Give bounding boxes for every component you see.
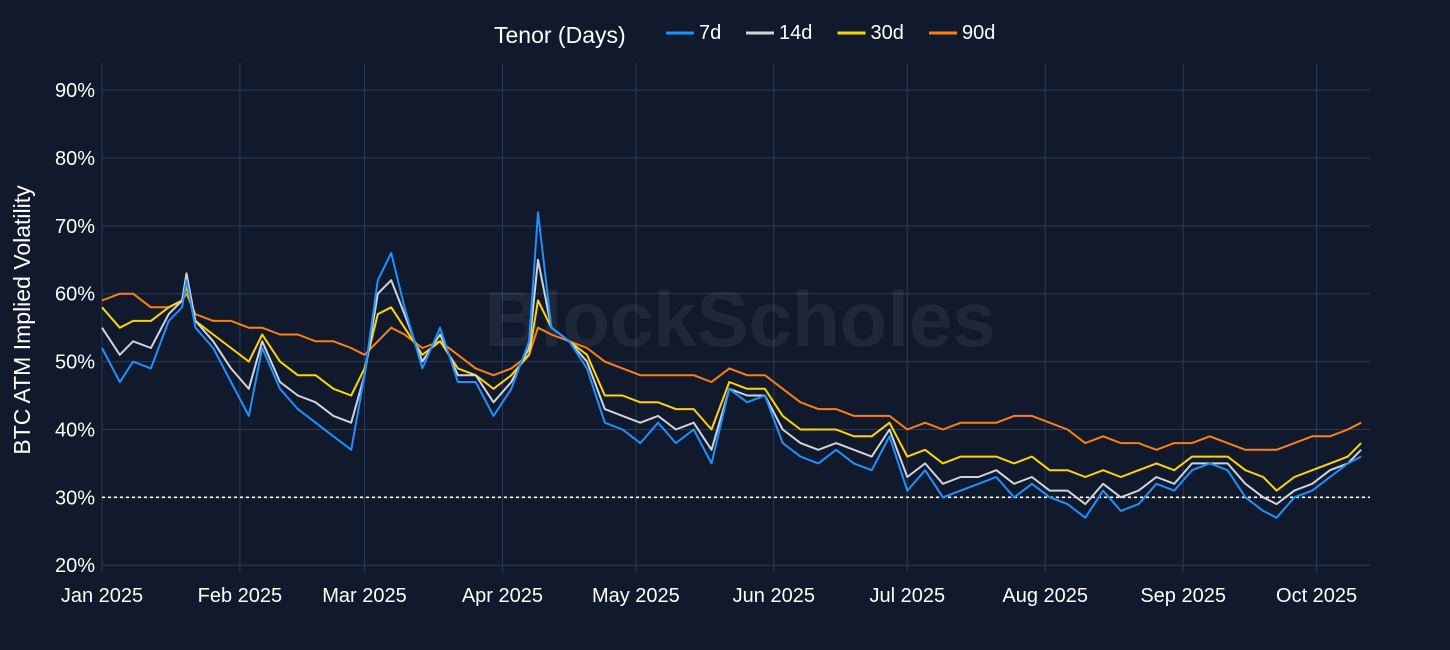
- x-tick-label: Jan 2025: [61, 585, 143, 607]
- y-axis-ticks: 20% 30% 40% 50% 60% 70% 80% 90%: [55, 80, 95, 577]
- x-tick-label: Aug 2025: [1002, 585, 1088, 607]
- x-tick-label: May 2025: [592, 585, 680, 607]
- series-line-14d: [101, 258, 1362, 506]
- y-tick-label: 20%: [55, 555, 95, 577]
- series-lines: [101, 211, 1362, 519]
- x-tick-label: Jun 2025: [733, 585, 815, 607]
- x-tick-label: Mar 2025: [322, 585, 407, 607]
- y-tick-label: 40%: [55, 419, 95, 441]
- y-tick-label: 50%: [55, 352, 95, 374]
- legend-label-90d: 90d: [962, 22, 995, 44]
- x-tick-label: Apr 2025: [462, 585, 543, 607]
- x-axis-ticks: Jan 2025 Feb 2025 Mar 2025 Apr 2025 May 2025…: [61, 585, 1357, 607]
- series-line-30d: [101, 286, 1362, 492]
- y-tick-label: 80%: [55, 148, 95, 170]
- legend: Tenor (Days) 7d 14d 30d 90d: [494, 22, 995, 48]
- series-line-7d: [101, 211, 1362, 519]
- y-tick-label: 90%: [55, 80, 95, 102]
- series-line-90d: [101, 292, 1362, 451]
- y-axis-title: BTC ATM Implied Volatility: [9, 185, 35, 455]
- x-tick-label: Oct 2025: [1276, 585, 1357, 607]
- x-tick-label: Sep 2025: [1140, 585, 1226, 607]
- legend-label-14d: 14d: [779, 22, 812, 44]
- y-tick-label: 70%: [55, 216, 95, 238]
- grid: [101, 63, 1370, 572]
- x-tick-label: Jul 2025: [869, 585, 945, 607]
- legend-title: Tenor (Days): [494, 22, 626, 48]
- legend-label-30d: 30d: [871, 22, 904, 44]
- y-tick-label: 30%: [55, 487, 95, 509]
- watermark: BlockScholes: [484, 275, 996, 363]
- legend-label-7d: 7d: [699, 22, 721, 44]
- y-tick-label: 60%: [55, 284, 95, 306]
- x-tick-label: Feb 2025: [198, 585, 283, 607]
